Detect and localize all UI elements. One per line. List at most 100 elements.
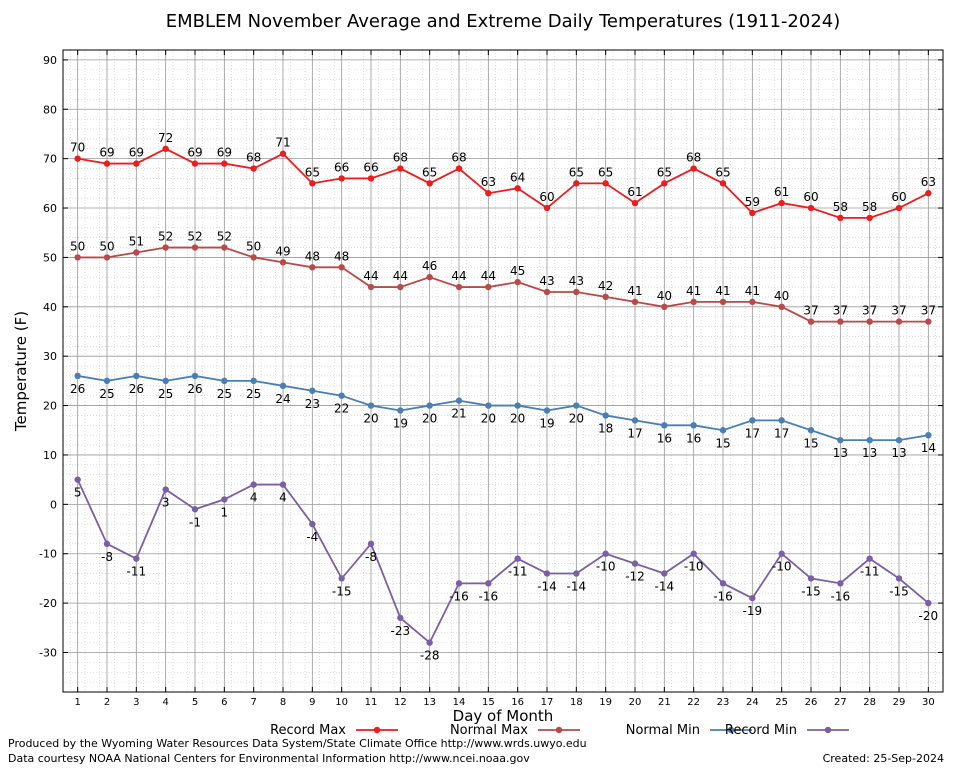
y-tick-label: -10 [39, 548, 57, 561]
data-point [250, 481, 257, 488]
data-label: -1 [189, 515, 201, 529]
series: 70 69 69 72 69 69 68 71 65 66 66 68 65 68 63 64 60 65 65 61… [70, 131, 938, 663]
data-point [837, 580, 844, 587]
data-point [543, 570, 551, 577]
data-point [221, 244, 228, 251]
data-point [690, 550, 697, 557]
data-point [103, 254, 111, 261]
data-label: -28 [420, 649, 440, 663]
data-label: 49 [275, 244, 290, 258]
data-point [133, 160, 140, 167]
data-point [514, 555, 521, 562]
x-tick-label: 20 [629, 697, 642, 708]
data-label: 23 [305, 397, 320, 411]
data-label: 45 [510, 264, 525, 278]
data-label: 72 [158, 131, 173, 145]
data-label: 65 [715, 165, 730, 179]
data-label: 17 [774, 426, 789, 440]
data-point [837, 318, 844, 325]
data-point [279, 481, 287, 488]
data-point [778, 199, 785, 207]
footer-produced-by: Produced by the Wyoming Water Resources … [8, 737, 587, 750]
data-label: -10 [596, 560, 616, 574]
legend-label: Record Min [725, 723, 797, 738]
x-tick-label: 10 [335, 697, 348, 708]
data-point [279, 382, 287, 390]
data-label: 65 [305, 165, 320, 179]
y-tick-label: 60 [43, 202, 57, 215]
x-tick-label: 3 [133, 697, 139, 708]
data-point [925, 432, 932, 439]
data-point [279, 259, 287, 266]
data-label: 68 [451, 151, 466, 165]
data-label: 4 [279, 491, 287, 505]
data-label: 69 [129, 146, 144, 160]
data-point [103, 160, 111, 167]
data-point [426, 402, 433, 409]
legend-item: Record Max [270, 723, 398, 738]
data-label: -14 [655, 579, 675, 593]
data-label: 71 [275, 136, 290, 150]
x-tick-label: 7 [250, 697, 256, 708]
data-point [543, 288, 551, 296]
data-point [895, 204, 903, 212]
data-label: 1 [221, 505, 229, 519]
data-point [455, 397, 463, 404]
x-tick-label: 25 [775, 697, 788, 708]
data-label: 37 [921, 304, 936, 318]
x-tick-label: 16 [511, 697, 524, 708]
chart-title: EMBLEM November Average and Extreme Dail… [166, 11, 841, 32]
y-tick-label: 70 [43, 153, 57, 166]
data-label: -20 [919, 609, 939, 623]
data-point [631, 298, 639, 306]
data-label: 70 [70, 141, 85, 155]
data-label: 43 [539, 274, 554, 288]
data-point [514, 185, 521, 192]
data-label: 4 [250, 491, 258, 505]
data-label: 18 [598, 421, 613, 435]
x-tick-label: 9 [309, 697, 315, 708]
x-tick-label: 23 [717, 697, 730, 708]
data-point [573, 402, 580, 409]
data-label: -16 [831, 589, 851, 603]
data-point [133, 372, 140, 380]
y-tick-label: 90 [43, 54, 57, 67]
data-label: -12 [625, 570, 645, 584]
data-label: 65 [598, 165, 613, 179]
x-tick-label: 19 [599, 697, 612, 708]
data-point [309, 264, 316, 271]
data-label: -14 [537, 579, 557, 593]
data-label: 17 [745, 426, 760, 440]
data-point [426, 639, 433, 646]
data-point [807, 427, 815, 434]
data-label: 50 [246, 239, 261, 253]
data-point [191, 160, 199, 167]
data-point [338, 392, 345, 399]
series-normal-min: 26 25 26 25 26 25 25 24 23 22 20 19 20 21 20 20 19 20 18 17… [70, 372, 936, 460]
data-point [338, 575, 345, 582]
data-label: 69 [99, 146, 114, 160]
data-label: 46 [422, 259, 437, 273]
data-label: -15 [801, 584, 821, 598]
x-tick-label: 15 [482, 697, 495, 708]
data-point [631, 417, 639, 424]
data-point [719, 580, 727, 587]
grid [63, 49, 943, 693]
data-label: -11 [860, 565, 880, 579]
data-label: 60 [539, 190, 554, 204]
data-point [661, 422, 668, 429]
data-point [309, 520, 316, 528]
data-point [221, 377, 228, 385]
data-label: 13 [862, 446, 877, 460]
series-normal-max: 50 50 51 52 52 52 50 49 48 48 44 44 46 44 44 45 43 43 42 41… [70, 230, 936, 325]
data-label: 37 [891, 304, 906, 318]
data-label: -8 [101, 550, 113, 564]
data-point [749, 298, 756, 306]
data-point [485, 580, 492, 587]
data-label: 37 [862, 304, 877, 318]
data-label: 24 [275, 392, 290, 406]
data-label: 61 [627, 185, 642, 199]
data-point [250, 254, 257, 261]
